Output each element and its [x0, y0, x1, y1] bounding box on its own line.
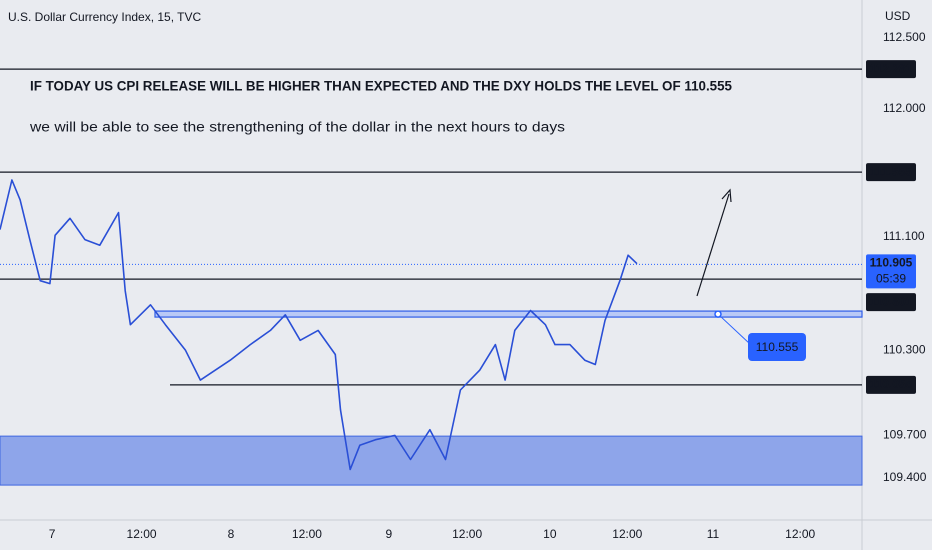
- callout-label: 110.555: [756, 340, 799, 354]
- x-tick-label: 10: [543, 527, 557, 541]
- level-label-box: [866, 163, 916, 182]
- y-axis-label: USD: [885, 9, 911, 23]
- y-tick-label: 112.500: [883, 30, 926, 44]
- x-tick-label: 12:00: [785, 527, 815, 541]
- level-label: 112.281: [870, 61, 913, 75]
- y-tick-label: 109.400: [883, 470, 927, 484]
- level-label: 110.801: [870, 294, 913, 308]
- annotation: IF TODAY US CPI RELEASE WILL BE HIGHER T…: [30, 79, 732, 94]
- x-tick-label: 12:00: [127, 527, 157, 541]
- y-tick-label: 109.700: [883, 428, 927, 442]
- level-label: 110.056: [870, 377, 913, 391]
- key-level-band: [154, 310, 863, 318]
- price-line: [0, 179, 638, 471]
- x-tick-label: 8: [228, 527, 235, 541]
- level-label-box: [866, 60, 916, 79]
- x-tick-label: 12:00: [452, 527, 482, 541]
- x-tick-label: 7: [49, 527, 56, 541]
- y-tick-label: 112.000: [883, 101, 926, 115]
- level-label: 111.555: [870, 164, 912, 178]
- x-tick-label: 12:00: [292, 527, 322, 541]
- y-tick-label: 110.300: [883, 342, 926, 356]
- y-tick-label: 111.100: [883, 229, 925, 243]
- x-tick-label: 9: [386, 527, 393, 541]
- current-price-label: 110.905: [870, 256, 913, 270]
- countdown-label: 05:39: [876, 272, 906, 286]
- demand-zone: [0, 435, 863, 486]
- x-tick-label: 12:00: [612, 527, 642, 541]
- level-label-box: [866, 293, 916, 312]
- x-tick-label: 11: [707, 527, 720, 541]
- current-price-box: [866, 254, 916, 289]
- annotation: we will be able to see the strengthening…: [29, 120, 565, 135]
- callout-dot: [714, 310, 722, 318]
- chart-title: U.S. Dollar Currency Index, 15, TVC: [8, 10, 202, 24]
- callout-connector: [717, 313, 751, 345]
- level-label-box: [866, 375, 916, 394]
- callout-box: [748, 333, 806, 361]
